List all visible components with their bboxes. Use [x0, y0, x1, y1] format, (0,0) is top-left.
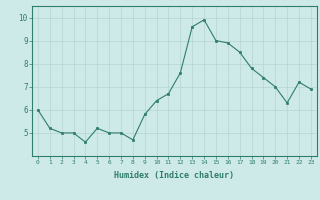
- X-axis label: Humidex (Indice chaleur): Humidex (Indice chaleur): [115, 171, 234, 180]
